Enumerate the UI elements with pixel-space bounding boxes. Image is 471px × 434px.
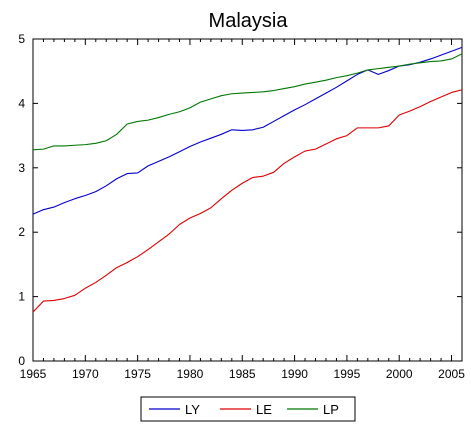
x-tick-label: 1970 [72, 367, 99, 381]
series-line-lp [32, 53, 463, 151]
y-tick-label: 4 [18, 96, 25, 110]
y-tick-label: 5 [18, 32, 25, 46]
y-tick-label: 1 [18, 290, 25, 304]
chart-title: Malaysia [209, 10, 289, 32]
y-tick-label: 0 [18, 354, 25, 368]
x-tick-label: 2000 [386, 367, 413, 381]
y-tick-label: 2 [18, 225, 25, 239]
legend-label-lp: LP [323, 402, 339, 417]
x-tick-label: 1995 [334, 367, 361, 381]
plot-border [32, 38, 463, 362]
series-layer [32, 46, 463, 313]
x-tick-label: 1965 [20, 367, 47, 381]
x-tick-label: 1975 [124, 367, 151, 381]
legend-label-le: LE [256, 402, 272, 417]
series-line-ly [32, 46, 463, 215]
x-tick-label: 1990 [281, 367, 308, 381]
x-tick-label: 1980 [177, 367, 204, 381]
x-tick-label: 1985 [229, 367, 256, 381]
series-line-le [32, 89, 463, 313]
y-axis: 0 1 2 3 4 5 [18, 32, 462, 368]
legend-label-ly: LY [185, 402, 200, 417]
legend: LY LE LP [140, 396, 356, 422]
x-axis: 1965 1970 1975 1980 1985 1990 1995 2000 2005 [20, 39, 465, 381]
x-tick-label: 2005 [438, 367, 465, 381]
y-tick-label: 3 [18, 161, 25, 175]
plot-frame [32, 38, 463, 362]
